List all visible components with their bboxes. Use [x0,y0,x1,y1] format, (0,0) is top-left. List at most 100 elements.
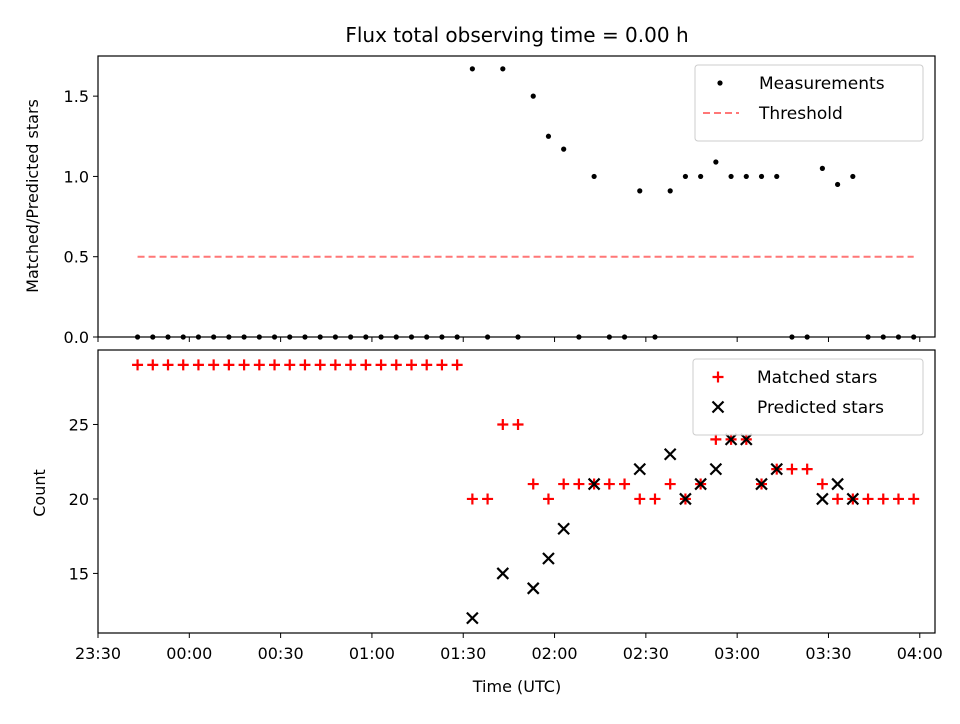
matched-stars-point [329,359,341,371]
predicted-stars-point [679,492,692,506]
bottom-y-axis-label: Count [30,469,49,517]
measurements-point [226,334,232,340]
measurements-point [789,334,795,340]
matched-stars-point [451,359,463,371]
matched-stars-point [497,418,509,430]
measurements-point [348,334,354,340]
matched-stars-point [801,463,813,475]
predicted-stars-point [740,433,753,446]
matched-stars-point [664,478,676,490]
y-tick-label: 1.0 [64,167,89,186]
measurements-point [850,173,856,180]
matched-stars-point [132,359,144,371]
measurements-point [591,173,597,180]
measurements-point [408,334,415,340]
measurements-point [256,334,262,340]
x-tick-label: 00:00 [166,644,212,663]
measurements-point [911,334,917,340]
measurements-point [195,334,202,340]
matched-stars-point [390,359,402,371]
predicted-stars-point [496,567,510,580]
matched-stars-point [269,359,281,371]
matched-stars-point [345,359,357,371]
x-axis-label: Time (UTC) [472,677,561,696]
measurements-point [880,334,886,340]
x-tick-label: 03:30 [805,644,851,663]
measurements-point [302,334,308,340]
measurements-point [743,173,749,180]
measurements-point [424,334,430,340]
legend-label: Predicted stars [757,398,884,418]
predicted-stars-point [694,477,707,491]
measurements-point [621,334,628,340]
measurements-point [150,334,156,340]
predicted-stars-point [557,522,570,536]
measurements-point [287,334,293,340]
matched-stars-point [862,493,874,505]
matched-stars-point [482,493,494,505]
measurements-point [865,334,871,340]
matched-stars-point [284,359,296,371]
matched-stars-point [375,359,387,371]
measurements-point [469,66,475,72]
matched-stars-point [542,493,554,505]
matched-stars-point [710,433,722,445]
matched-stars-point [558,478,570,490]
measurements-point [682,173,689,180]
matched-stars-point [208,359,220,371]
matched-stars-point [238,359,250,371]
matched-stars-point [634,493,646,505]
chart-title: Flux total observing time = 0.00 h [345,23,688,47]
predicted-stars-point [816,492,829,506]
predicted-stars-point [755,477,768,491]
y-tick-label: 1.5 [64,87,89,106]
matched-stars-point [892,493,904,505]
x-tick-label: 01:00 [349,644,395,663]
measurements-point [819,165,825,171]
x-tick-label: 03:00 [714,644,760,663]
measurements-point [439,334,445,340]
measurements-point [378,334,384,340]
measurements-point [530,93,536,99]
legend-label: Measurements [759,74,885,94]
measurements-point [713,159,719,165]
matched-stars-point [405,359,417,371]
legend-label: Matched stars [757,368,877,388]
measurements-point [515,334,521,340]
measurements-point [393,334,399,340]
matched-stars-point [299,359,311,371]
predicted-stars-point [587,477,601,491]
x-tick-label: 01:30 [440,644,486,663]
matched-stars-point [253,359,265,371]
measurements-point [363,334,369,340]
y-tick-label: 20 [69,490,89,509]
plot-ratio: 0.0 0.5 1.0 1.5 Measurements Threshold [64,55,936,347]
measurements-point [317,334,323,340]
matched-stars-point [314,359,326,371]
matched-stars-point [786,463,798,475]
legend-label: Threshold [758,104,843,124]
matched-stars-point [527,478,539,490]
measurements-point [454,334,460,340]
measurements-point [332,334,339,340]
matched-stars-point [162,359,174,371]
measurements-point [895,334,902,340]
measurements-point [484,334,491,340]
matched-stars-point [360,359,372,371]
predicted-stars-point [770,462,784,476]
matched-stars-point [832,493,844,505]
measurements-point [804,334,810,340]
predicted-stars-point [831,477,844,491]
legend: Matched stars Predicted stars [692,358,924,436]
measurements-point [606,334,612,340]
plot-count: 23:30 00:00 00:30 01:00 01:30 02:00 02:30 03:00… [69,349,943,663]
x-tick-label: 04:00 [897,644,943,663]
series-measurements [134,66,917,340]
measurements-point [241,334,247,340]
measurements-point [758,173,765,180]
predicted-stars-point [709,462,723,476]
x-tick-label: 00:30 [258,644,304,663]
y-tick-label: 15 [69,564,89,583]
x-tick-label: 02:30 [623,644,669,663]
measurements-point [698,173,704,180]
